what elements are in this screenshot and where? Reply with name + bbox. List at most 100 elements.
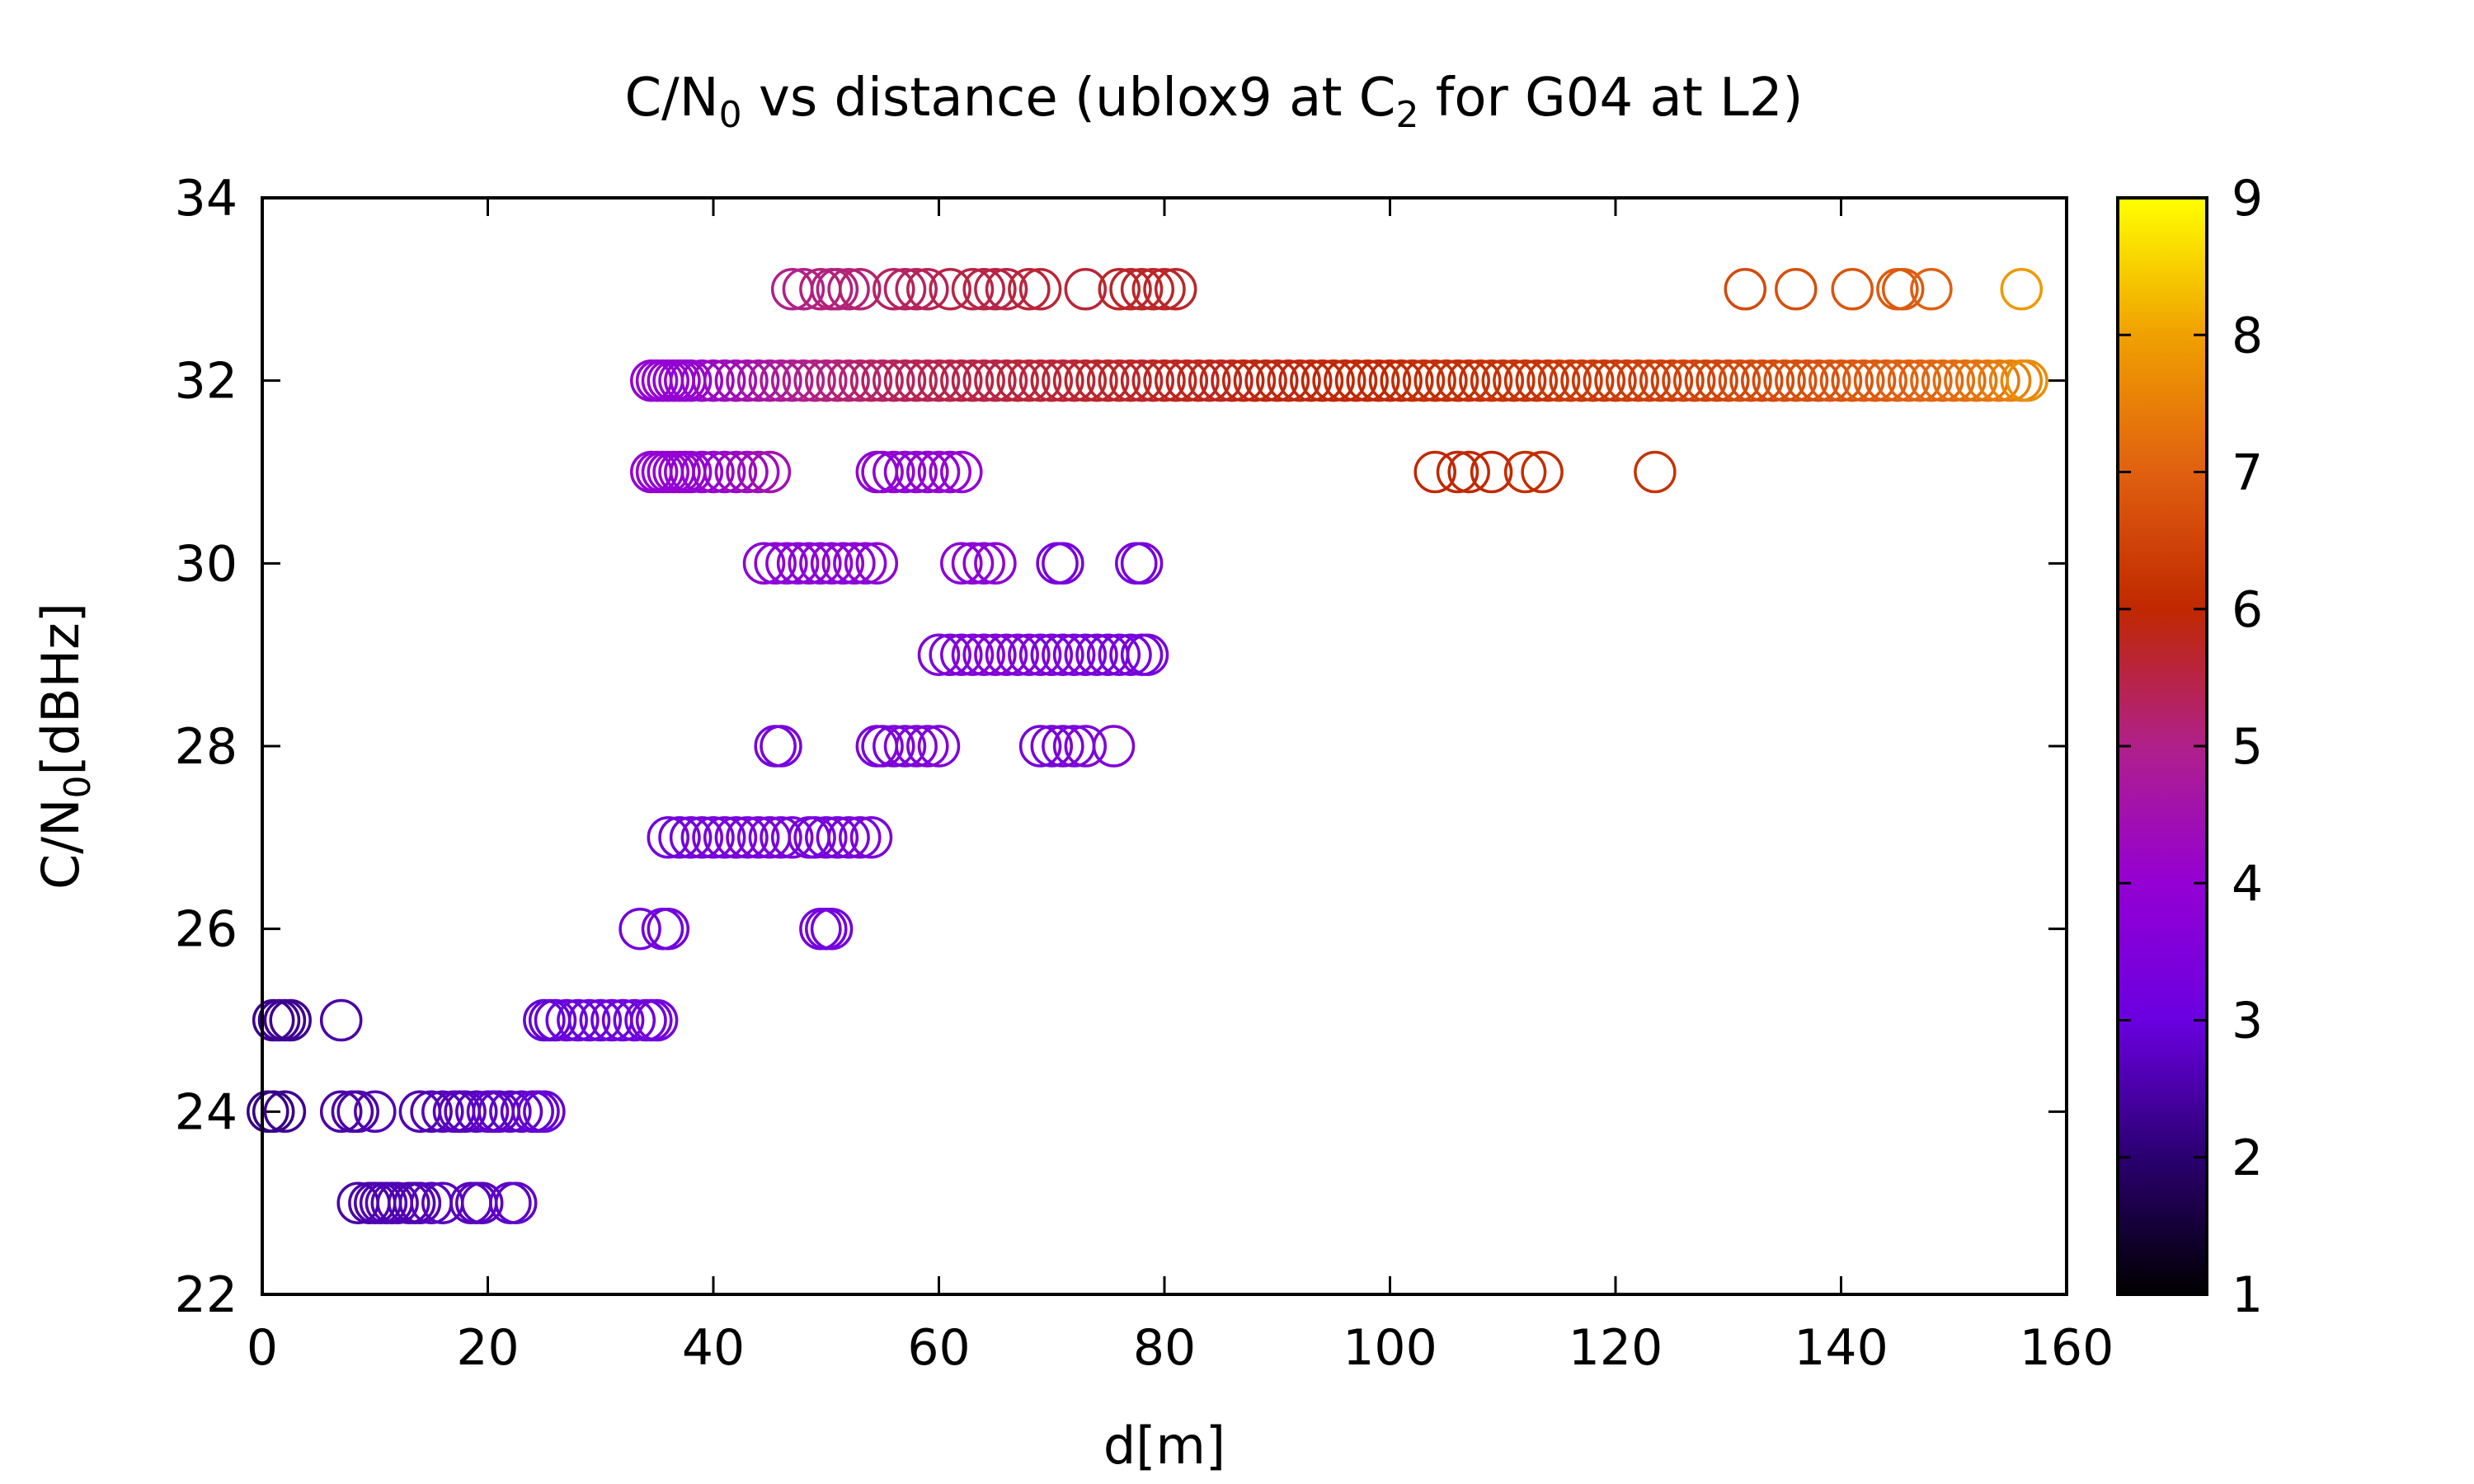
data-point bbox=[974, 359, 1017, 402]
data-point bbox=[319, 1090, 363, 1134]
data-point bbox=[635, 998, 679, 1042]
data-point bbox=[1775, 359, 1818, 402]
data-point bbox=[951, 633, 995, 676]
data-point bbox=[1887, 359, 1931, 402]
data-point bbox=[861, 725, 904, 768]
data-point bbox=[680, 816, 724, 859]
data-point bbox=[1881, 268, 1925, 311]
data-point bbox=[1639, 359, 1682, 402]
data-point bbox=[929, 268, 971, 311]
data-point bbox=[1571, 359, 1615, 402]
data-point bbox=[974, 542, 1017, 585]
data-point bbox=[940, 542, 983, 585]
data-point bbox=[805, 816, 848, 859]
colorbar-tick-label: 9 bbox=[2232, 170, 2263, 228]
data-point bbox=[669, 359, 713, 402]
data-point bbox=[760, 359, 802, 402]
y-tick-label: 34 bbox=[175, 170, 238, 228]
data-point bbox=[883, 450, 927, 494]
colorbar-tick-label: 8 bbox=[2232, 307, 2263, 364]
data-point bbox=[940, 633, 983, 676]
data-point bbox=[1493, 359, 1536, 402]
data-point bbox=[1402, 359, 1446, 402]
data-point bbox=[906, 268, 949, 311]
data-point bbox=[770, 359, 814, 402]
data-point bbox=[1605, 359, 1649, 402]
data-point bbox=[1256, 359, 1299, 402]
data-point bbox=[839, 359, 882, 402]
data-point bbox=[1008, 268, 1051, 311]
colorbar-tick-label: 5 bbox=[2232, 718, 2263, 776]
data-point bbox=[1211, 359, 1253, 402]
colorbar-ticks: 1 2 3 4 5 6 7 8 9 bbox=[2118, 170, 2263, 1324]
data-point bbox=[1064, 268, 1108, 311]
data-point bbox=[906, 725, 949, 768]
data-point bbox=[1154, 359, 1197, 402]
data-point bbox=[1131, 359, 1175, 402]
data-point bbox=[1560, 359, 1603, 402]
data-point bbox=[788, 542, 830, 585]
data-point bbox=[951, 542, 995, 585]
data-point bbox=[489, 1090, 532, 1134]
data-point bbox=[398, 1181, 442, 1224]
data-point bbox=[726, 816, 769, 859]
data-point bbox=[703, 450, 746, 494]
data-point bbox=[951, 268, 995, 311]
data-point bbox=[1978, 359, 2020, 402]
data-point bbox=[1921, 359, 1964, 402]
data-point bbox=[770, 816, 814, 859]
data-point bbox=[849, 359, 893, 402]
data-point bbox=[1334, 359, 1378, 402]
data-point bbox=[861, 450, 904, 494]
data-point bbox=[962, 542, 1005, 585]
data-point bbox=[895, 268, 938, 311]
data-point bbox=[1808, 359, 1851, 402]
data-point bbox=[1346, 359, 1389, 402]
data-point bbox=[1030, 725, 1074, 768]
data-point bbox=[269, 998, 312, 1042]
data-point bbox=[1391, 359, 1434, 402]
data-point bbox=[1324, 359, 1366, 402]
data-point bbox=[917, 359, 961, 402]
data-point bbox=[1357, 359, 1400, 402]
data-point bbox=[410, 1090, 453, 1134]
data-point bbox=[839, 268, 882, 311]
colorbar-tick-label: 3 bbox=[2232, 993, 2263, 1050]
data-point bbox=[906, 450, 949, 494]
data-point bbox=[844, 542, 887, 585]
plot-frame bbox=[261, 196, 2068, 1296]
data-point bbox=[494, 1181, 538, 1224]
y-tick-label: 28 bbox=[175, 718, 238, 776]
data-point bbox=[1042, 542, 1084, 585]
data-point bbox=[736, 816, 780, 859]
data-point bbox=[1300, 359, 1344, 402]
colorbar-tick-label: 6 bbox=[2232, 581, 2263, 639]
data-point bbox=[827, 359, 870, 402]
colorbar-tick-label: 4 bbox=[2232, 855, 2263, 913]
x-tick-label: 40 bbox=[682, 1319, 745, 1377]
data-point bbox=[1143, 359, 1186, 402]
data-point bbox=[263, 1090, 307, 1134]
data-point bbox=[567, 998, 611, 1042]
data-point bbox=[736, 359, 780, 402]
data-point bbox=[1064, 633, 1108, 676]
data-point bbox=[1030, 359, 1074, 402]
x-tick-label: 60 bbox=[907, 1319, 970, 1377]
data-point bbox=[1109, 633, 1152, 676]
data-point bbox=[1447, 450, 1490, 494]
data-point bbox=[1436, 450, 1479, 494]
data-point bbox=[1537, 359, 1581, 402]
data-point bbox=[1233, 359, 1277, 402]
data-point bbox=[1436, 359, 1479, 402]
x-tick-label: 100 bbox=[1343, 1319, 1437, 1377]
data-point bbox=[1052, 359, 1096, 402]
data-point bbox=[703, 359, 746, 402]
data-point bbox=[1120, 268, 1164, 311]
data-point bbox=[2006, 359, 2048, 402]
x-tick-label: 140 bbox=[1794, 1319, 1888, 1377]
data-point bbox=[460, 1181, 504, 1224]
data-point bbox=[1876, 359, 1919, 402]
data-point bbox=[647, 907, 690, 951]
data-point bbox=[1526, 359, 1569, 402]
